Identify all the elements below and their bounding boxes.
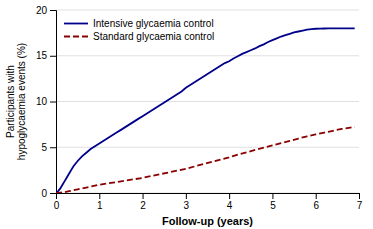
legend-label: Standard glycaemia control xyxy=(93,31,214,42)
tick: 1 xyxy=(97,193,103,211)
y-axis: 0 5 10 15 20 xyxy=(36,5,57,199)
tick-mark xyxy=(50,10,56,11)
grid-line xyxy=(56,101,359,102)
tick: 0 xyxy=(41,188,56,199)
tick-mark xyxy=(50,193,56,194)
tick: 6 xyxy=(313,193,319,211)
series-line xyxy=(56,127,355,193)
axis-line xyxy=(50,11,57,194)
tick: 0 xyxy=(54,193,60,211)
tick: 4 xyxy=(227,193,233,211)
tick: 10 xyxy=(36,96,56,107)
tick-mark xyxy=(272,193,273,199)
tick-mark xyxy=(50,56,56,57)
plot-area: 0 1 2 3 4 5 6 7 0 5 10 15 20 Intensive glycaemia cont… xyxy=(36,5,363,211)
tick: 5 xyxy=(41,142,56,153)
tick-label: 1 xyxy=(97,200,103,211)
tick-mark xyxy=(99,193,100,199)
legend-swatch xyxy=(64,23,88,25)
series-line xyxy=(56,28,355,193)
chart: 0 1 2 3 4 5 6 7 0 5 10 15 20 Intensive glycaemia cont… xyxy=(0,0,373,229)
axis-line xyxy=(57,194,360,200)
tick: 20 xyxy=(36,5,56,16)
tick-mark xyxy=(143,193,144,199)
y-axis-title: Participants withhypoglycaemia events (%… xyxy=(5,43,28,160)
tick-label: 5 xyxy=(41,142,47,153)
tick-mark xyxy=(316,193,317,199)
tick-label: 5 xyxy=(270,200,276,211)
tick: 3 xyxy=(184,193,190,211)
grid-line xyxy=(56,55,359,56)
tick-label: 10 xyxy=(36,96,48,107)
legend-item: Intensive glycaemia control xyxy=(64,18,214,29)
grid xyxy=(56,10,359,193)
tick-label: 2 xyxy=(140,200,146,211)
x-axis-title: Follow-up (years) xyxy=(162,215,253,227)
tick-label: 4 xyxy=(227,200,233,211)
tick-mark xyxy=(50,102,56,103)
tick-mark xyxy=(359,193,360,199)
x-axis: 0 1 2 3 4 5 6 7 xyxy=(54,193,363,211)
tick: 15 xyxy=(36,50,56,61)
grid-line xyxy=(56,10,359,11)
grid-line xyxy=(56,147,359,148)
lines xyxy=(56,28,355,193)
tick-label: 0 xyxy=(54,200,60,211)
tick-mark xyxy=(50,147,56,148)
legend-swatch xyxy=(64,36,88,38)
tick: 5 xyxy=(270,193,276,211)
tick-label: 7 xyxy=(357,200,363,211)
tick-label: 0 xyxy=(41,188,47,199)
legend-item: Standard glycaemia control xyxy=(64,31,214,42)
tick-label: 6 xyxy=(313,200,319,211)
tick-label: 15 xyxy=(36,50,48,61)
tick-label: 20 xyxy=(36,5,48,16)
tick: 7 xyxy=(357,193,363,211)
legend: Intensive glycaemia control Standard glyc… xyxy=(64,18,214,42)
tick-label: 3 xyxy=(184,200,190,211)
tick: 2 xyxy=(140,193,146,211)
tick-mark xyxy=(186,193,187,199)
tick-mark xyxy=(229,193,230,199)
legend-label: Intensive glycaemia control xyxy=(93,18,214,29)
